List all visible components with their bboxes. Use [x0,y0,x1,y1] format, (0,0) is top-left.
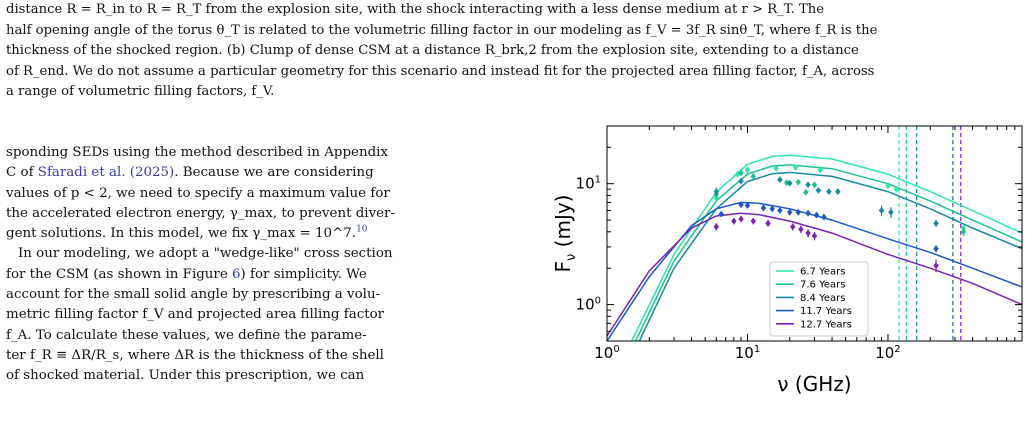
y-axis-label: Fν (mJy) [551,195,579,273]
data-point [815,187,822,194]
data-point [713,223,720,231]
paragraph-2: In our modeling, we adopt a "wedge-like"… [6,246,393,384]
paragraph-1: sponding SEDs using the method described… [6,145,395,242]
data-point [878,207,885,214]
data-point [888,208,894,216]
figure-caption: distance R = R_in to R = R_T from the ex… [6,0,1030,103]
data-point [765,219,771,227]
caption-line: thickness of the shocked region. (b) Clu… [6,43,859,58]
x-tick-label: 100 [594,344,619,362]
y-tick-label: 101 [576,175,601,193]
data-point [738,215,744,223]
data-point [805,209,811,217]
caption-line: distance R = R_in to R = R_T from the ex… [6,2,825,17]
data-point [805,229,811,237]
model-curve [607,212,1022,337]
data-point [798,225,804,233]
data-point [769,205,775,213]
legend-label: 11.7 Years [800,306,852,317]
data-point [885,182,891,190]
data-point [893,185,900,193]
caption-line: of R_end. We do not assume a particular … [6,63,875,79]
data-point [813,211,820,219]
data-point [933,219,939,227]
caption-line: half opening angle of the torus θ_T is r… [6,22,878,38]
model-curve [635,164,1022,341]
footnote-link[interactable]: 10 [356,224,368,235]
data-point [750,217,757,225]
data-point [795,208,802,216]
y-tick-label: 100 [576,296,601,314]
data-point [731,217,737,225]
data-point [805,181,811,189]
citation-link[interactable]: Sfaradi et al. (2025) [37,165,175,181]
data-point [795,178,802,186]
data-point [960,228,967,236]
data-point [811,232,818,240]
data-point [817,166,824,174]
data-point [933,262,939,270]
data-point [744,166,751,174]
data-point [738,201,744,209]
legend-label: 6.7 Years [800,267,845,278]
x-tick-label: 102 [875,344,900,362]
model-curve [631,154,1022,341]
legend-label: 12.7 Years [800,319,852,330]
model-curve [638,171,1022,341]
data-point [933,245,939,253]
figure-link[interactable]: 6 [232,266,241,282]
data-point [790,223,796,231]
data-point [713,188,720,196]
x-axis-label: ν (GHz) [777,372,851,396]
data-point [718,210,724,218]
data-point [811,181,818,189]
legend-label: 7.6 Years [800,280,845,291]
caption-line: a range of volumetric filling factors, f… [6,84,275,99]
data-point [835,188,841,196]
data-point [826,188,832,196]
body-text: sponding SEDs using the method described… [6,143,511,387]
legend-box [769,261,869,337]
data-point [803,188,809,196]
sed-chart: 100 101 102 100 101 ν (GHz) Fν (mJy) 6.7 Years 7… [551,125,1023,396]
data-point [777,176,783,184]
sed-figure: 100 101 102 100 101 ν (GHz) Fν (mJy) 6.7 Years 7… [540,112,1035,427]
data-point [821,213,827,221]
data-point [777,207,783,214]
data-point [760,204,767,212]
x-tick-label: 101 [735,344,760,362]
legend-label: 8.4 Years [800,293,845,304]
